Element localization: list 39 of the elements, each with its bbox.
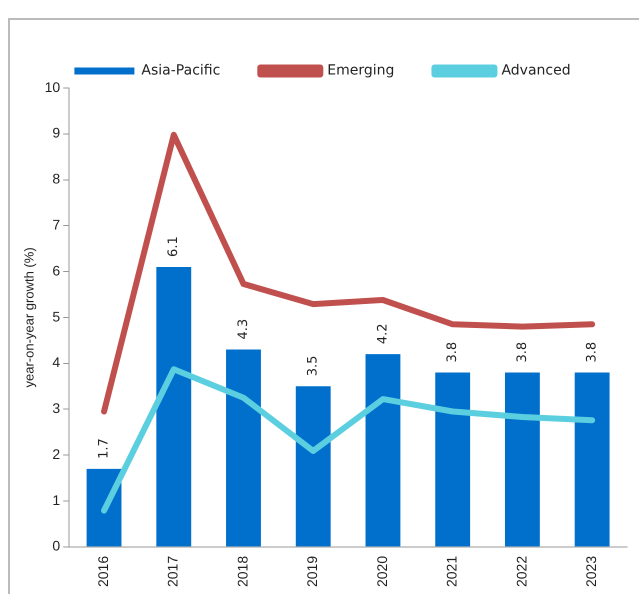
y-tick-label: 10: [44, 78, 60, 95]
y-tick-label: 0: [52, 538, 60, 554]
legend-label: Advanced: [501, 62, 571, 79]
x-tick-label: 2016: [94, 556, 111, 588]
data-label: 4.2: [375, 323, 390, 344]
y-tick-label: 2: [52, 446, 60, 462]
y-axis-title: year-on-year growth (%): [21, 247, 36, 388]
bar: [296, 386, 331, 546]
bar: [226, 350, 261, 546]
bar: [156, 266, 192, 546]
y-tick-label: 9: [52, 124, 60, 141]
x-tick-label: 2020: [374, 556, 390, 588]
legend-label: Emerging: [327, 62, 394, 79]
data-label: 3.8: [514, 342, 530, 362]
x-tick-label: 2017: [164, 556, 181, 588]
y-tick-label: 7: [52, 216, 60, 233]
y-tick-label: 1: [52, 492, 60, 508]
data-label: 1.7: [96, 438, 112, 459]
legend-label: Asia-Pacific: [141, 62, 220, 79]
x-tick-label: 2019: [304, 556, 320, 588]
x-tick-label: 2022: [513, 556, 530, 588]
bar: [435, 372, 470, 546]
x-tick-label: 2023: [582, 556, 599, 588]
y-tick-label: 5: [52, 308, 60, 324]
data-label: 6.1: [166, 236, 182, 257]
data-label: 4.3: [236, 318, 251, 340]
x-tick-label: 2018: [234, 556, 250, 588]
x-tick-label: 2021: [444, 556, 460, 588]
data-label: 3.5: [306, 356, 321, 376]
bar: [504, 372, 540, 546]
y-tick-label: 6: [52, 262, 60, 278]
bar: [86, 468, 122, 546]
bar: [366, 354, 400, 546]
y-tick-label: 4: [52, 354, 60, 370]
data-label: 3.8: [584, 342, 600, 362]
y-tick-label: 8: [52, 170, 60, 187]
data-label: 3.8: [445, 342, 460, 362]
y-tick-label: 3: [52, 400, 60, 416]
bar: [574, 372, 610, 546]
